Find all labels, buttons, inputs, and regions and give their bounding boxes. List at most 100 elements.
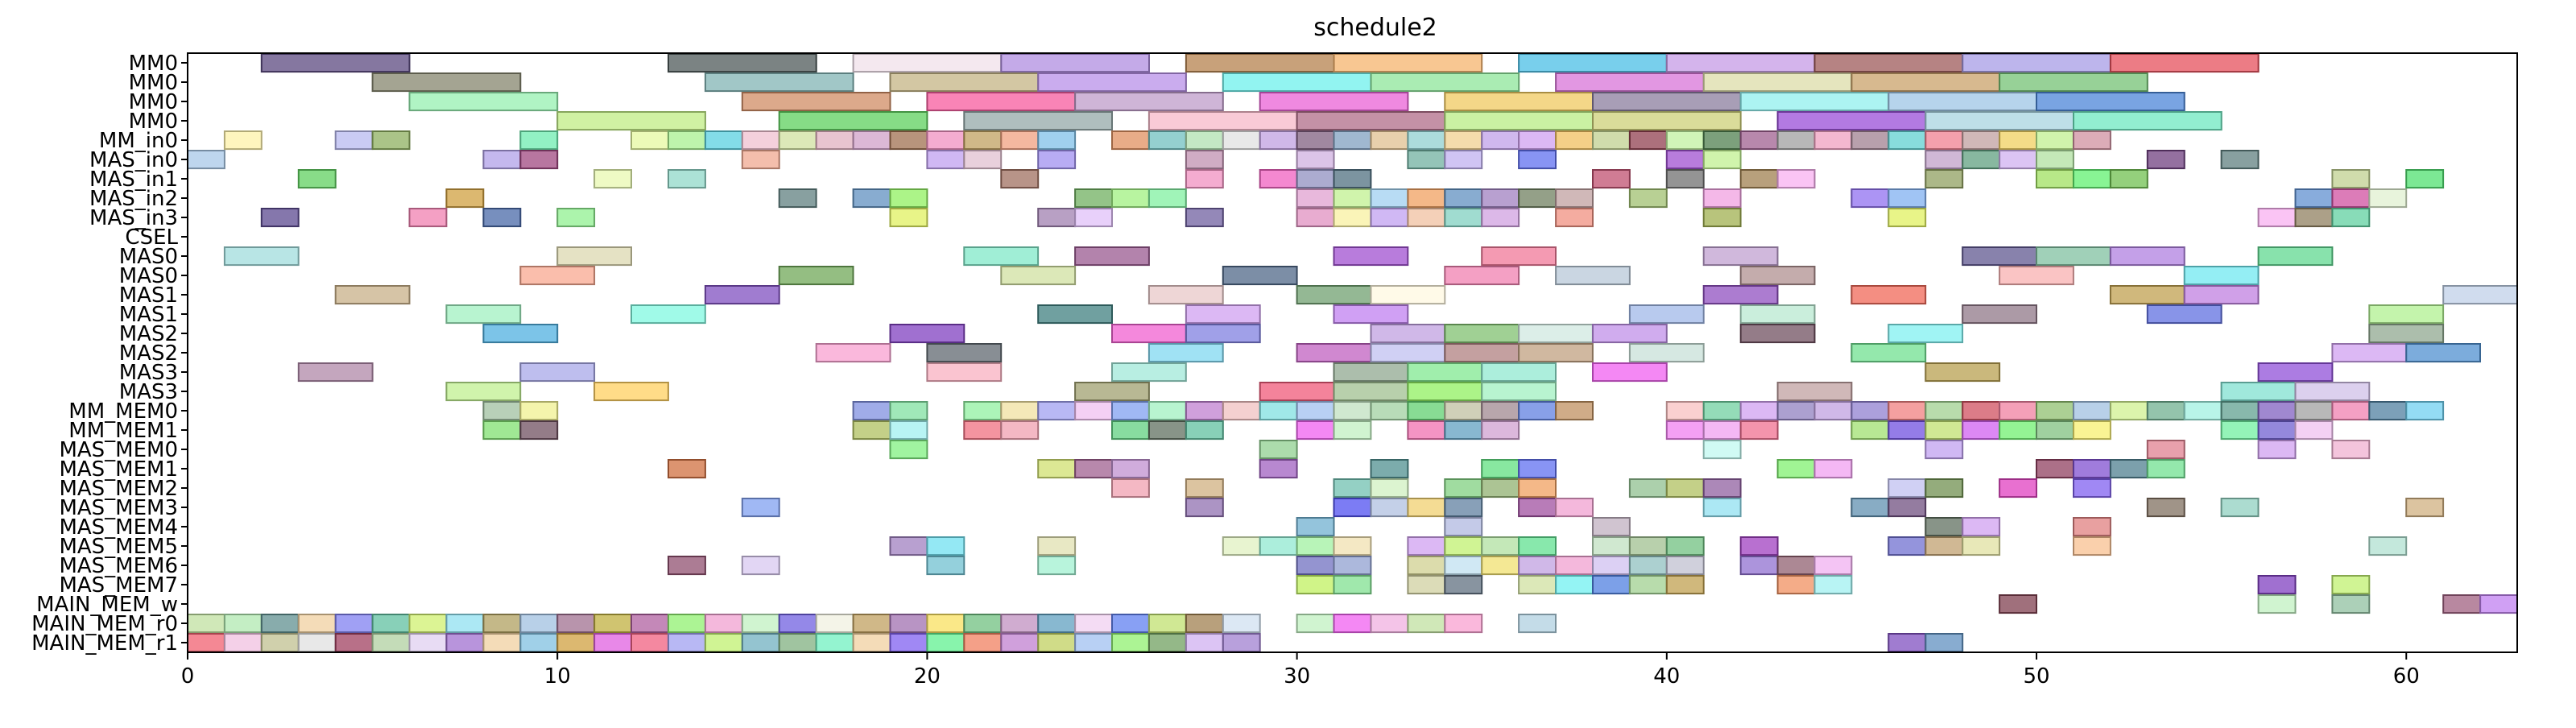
task-bar (1333, 478, 1372, 498)
task-bar (1776, 459, 1816, 479)
task-bar (371, 633, 411, 653)
task-bar (1850, 72, 2001, 93)
task-bar (2183, 266, 2260, 286)
task-bar (445, 614, 485, 634)
task-bar (1592, 517, 1631, 537)
task-bar (1296, 517, 1335, 537)
task-bar (1000, 169, 1040, 189)
task-bar (1407, 556, 1446, 576)
task-bar (519, 362, 596, 383)
task-bar (1147, 401, 1187, 421)
y-tick-label: MAS1 (119, 303, 178, 327)
task-bar (1592, 362, 1668, 383)
task-bar (1037, 633, 1077, 653)
task-bar (668, 459, 706, 479)
task-bar (1074, 401, 1113, 421)
task-bar (1999, 266, 2074, 286)
task-bar (1222, 401, 1261, 421)
y-tick-label: MM0 (129, 90, 178, 114)
task-bar (963, 246, 1040, 267)
task-bar (1739, 266, 1816, 286)
task-bar (1702, 208, 1742, 228)
task-bar (889, 420, 928, 441)
task-bar (2257, 208, 2297, 228)
task-bar (1147, 614, 1187, 634)
task-bar (593, 382, 669, 402)
task-bar (2257, 246, 2334, 267)
task-bar (2073, 401, 2111, 421)
task-bar (1111, 614, 1150, 634)
task-bar (1518, 401, 1557, 421)
task-bar (1962, 150, 2001, 170)
task-bar (1925, 130, 1964, 151)
task-bar (1037, 556, 1077, 576)
task-bar (2146, 440, 2185, 460)
task-bar (1037, 304, 1113, 325)
task-bar (889, 440, 928, 460)
task-bar (1407, 362, 1483, 383)
task-bar (926, 614, 965, 634)
task-bar (2073, 459, 2111, 479)
task-bar (963, 614, 1003, 634)
task-bar (1962, 130, 2001, 151)
task-bar (2294, 420, 2334, 441)
task-bar (1074, 614, 1113, 634)
task-bar (1074, 208, 1113, 228)
task-bar (1481, 362, 1557, 383)
x-tick-label: 30 (1284, 664, 1310, 689)
task-bar (1296, 188, 1335, 209)
task-bar (1333, 420, 1372, 441)
task-bar (852, 130, 891, 151)
task-bar (2146, 401, 2185, 421)
task-bar (371, 614, 411, 634)
task-bar (1407, 498, 1446, 518)
y-axis-labels: MM0MM0MM0MM0MM_in0MAS_in0MAS_in1MAS_in2M… (31, 52, 188, 656)
task-bar (1665, 575, 1705, 595)
task-bar (1628, 343, 1705, 363)
task-bar (741, 633, 780, 653)
task-bar (1850, 498, 1890, 518)
task-bar (1739, 536, 1779, 556)
task-bar (1665, 401, 1705, 421)
task-bar (1555, 72, 1705, 93)
task-bar (2368, 304, 2445, 325)
task-bar (1665, 53, 1816, 73)
task-bar (1111, 188, 1150, 209)
task-bar (631, 130, 669, 151)
task-bar (1555, 208, 1594, 228)
y-tick-label: MAS_MEM5 (59, 535, 178, 559)
task-bar (1000, 266, 1077, 286)
task-bar (1888, 208, 1927, 228)
task-bar (963, 633, 1003, 653)
task-bar (1962, 536, 2001, 556)
task-bar (519, 614, 559, 634)
task-bar (704, 285, 780, 305)
task-bar (1850, 130, 1890, 151)
task-bar (2036, 401, 2074, 421)
task-bar (704, 633, 743, 653)
task-bar (2109, 169, 2148, 189)
x-tick-label: 50 (2023, 664, 2049, 689)
task-bar (741, 130, 780, 151)
task-bar (1518, 343, 1594, 363)
task-bar (1702, 188, 1742, 209)
task-bar (2220, 382, 2297, 402)
task-bar (1888, 420, 1927, 441)
task-bar (1999, 420, 2038, 441)
task-bar (1444, 575, 1483, 595)
task-bar (1147, 130, 1187, 151)
task-bar (631, 633, 669, 653)
task-bar (1222, 266, 1298, 286)
task-bar (1074, 246, 1150, 267)
y-tick-label: MAS2 (119, 322, 178, 346)
task-bar (223, 614, 263, 634)
task-bar (1850, 285, 1927, 305)
task-bar (1185, 304, 1261, 325)
task-bar (1962, 246, 2037, 267)
task-bar (1444, 188, 1483, 209)
task-bar (1813, 53, 1964, 73)
task-bar (1222, 633, 1261, 653)
task-bar (1702, 72, 1853, 93)
task-bar (889, 188, 928, 209)
